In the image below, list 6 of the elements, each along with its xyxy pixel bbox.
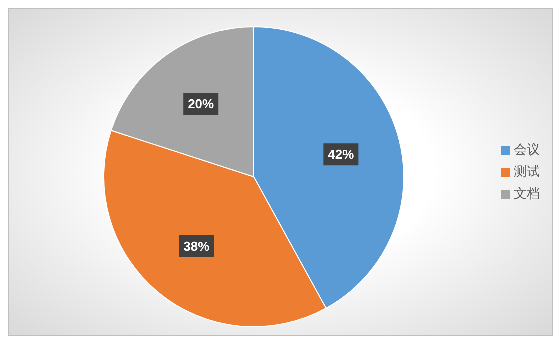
data-label: 42% (328, 147, 355, 162)
slice-label: 会议 (514, 142, 540, 159)
legend-label: 文档 (514, 186, 540, 203)
data-label: 20% (188, 96, 215, 112)
legend-label: 测试 (514, 164, 540, 181)
data-label: 38% (184, 238, 210, 254)
